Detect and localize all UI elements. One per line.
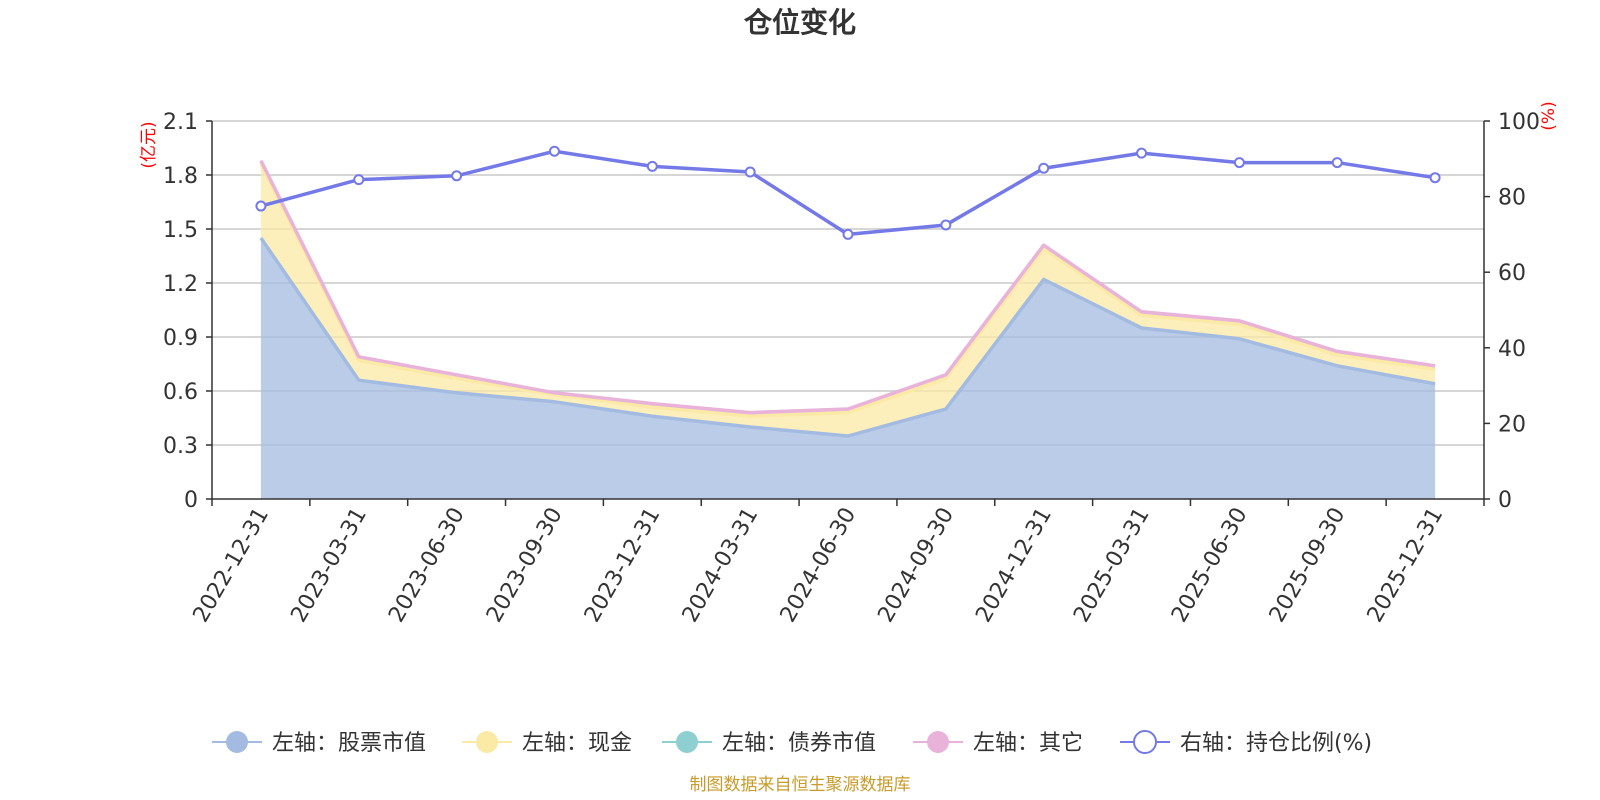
legend-marker — [226, 731, 248, 753]
x-tick-label: 2023-12-31 — [580, 504, 666, 627]
left-tick-label: 1.8 — [163, 164, 198, 189]
ratio-point — [451, 170, 463, 182]
x-tick-label: 2024-12-31 — [971, 504, 1057, 627]
x-tick-label: 2025-12-31 — [1363, 504, 1449, 627]
area-edge-左轴：其它 — [259, 159, 1436, 415]
stacked-areas — [259, 159, 1436, 499]
legend-item: 左轴：其它 — [913, 731, 1083, 756]
ratio-point — [842, 228, 854, 240]
right-tick-label: 20 — [1498, 412, 1526, 437]
x-tick-label: 2023-03-31 — [286, 504, 372, 627]
x-tick-label: 2024-06-30 — [776, 504, 862, 627]
area-edge-左轴：股票市值 — [259, 237, 1436, 438]
area-左轴：股票市值 — [260, 238, 1436, 499]
x-tick-label: 2023-06-30 — [384, 504, 470, 627]
legend: 左轴：股票市值 左轴：现金 左轴：债券市值 左轴：其它 右轴：持仓比例(%) — [212, 730, 1372, 756]
left-axis-unit: (亿元) — [139, 121, 159, 168]
x-tick-label: 2023-09-30 — [482, 504, 568, 627]
ratio-point — [744, 166, 756, 178]
data-source-note: 制图数据来自恒生聚源数据库 — [690, 775, 911, 795]
ratio-point — [1038, 162, 1050, 174]
x-tick-label: 2025-06-30 — [1167, 504, 1253, 627]
x-tick-label: 2022-12-31 — [189, 504, 275, 627]
left-tick-label: 0.9 — [163, 326, 198, 351]
right-tick-label: 80 — [1498, 186, 1526, 211]
left-tick-label: 0.3 — [163, 434, 198, 459]
area-edge-左轴：现金 — [259, 163, 1436, 418]
left-tick-label: 0.6 — [163, 380, 198, 405]
legend-marker — [927, 731, 949, 753]
x-tick-label: 2024-09-30 — [873, 504, 959, 627]
left-tick-label: 2.1 — [163, 110, 198, 135]
legend-marker — [476, 731, 498, 753]
left-tick-label: 0 — [184, 488, 198, 513]
legend-item: 左轴：债券市值 — [662, 731, 876, 756]
left-tick-label: 1.5 — [163, 218, 198, 243]
legend-label: 左轴：债券市值 — [722, 731, 876, 756]
ratio-point — [646, 160, 658, 172]
ratio-line — [260, 149, 1436, 237]
ratio-point — [548, 145, 560, 157]
legend-label: 左轴：股票市值 — [272, 731, 426, 756]
ratio-point — [353, 174, 365, 186]
ratio-point — [1429, 172, 1441, 184]
x-tick-label: 2025-09-30 — [1265, 504, 1351, 627]
chart-title: 仓位变化 — [744, 6, 856, 39]
ratio-point — [255, 200, 267, 212]
legend-label: 左轴：其它 — [973, 731, 1083, 756]
right-tick-label: 0 — [1498, 488, 1512, 513]
right-tick-label: 40 — [1498, 337, 1526, 362]
left-tick-label: 1.2 — [163, 272, 198, 297]
ratio-point — [1331, 157, 1343, 169]
ratio-point — [940, 219, 952, 231]
legend-marker — [676, 731, 698, 753]
legend-item: 左轴：股票市值 — [212, 731, 426, 756]
ratio-point — [1233, 157, 1245, 169]
legend-marker — [1133, 730, 1157, 754]
x-tick-label: 2024-03-31 — [678, 504, 764, 627]
legend-item: 左轴：现金 — [462, 731, 632, 756]
legend-label: 右轴：持仓比例(%) — [1180, 731, 1372, 756]
right-axis-unit: (%) — [1539, 101, 1559, 130]
x-tick-label: 2025-03-31 — [1069, 504, 1155, 627]
ratio-point — [1136, 147, 1148, 159]
legend-item: 右轴：持仓比例(%) — [1120, 730, 1372, 756]
right-tick-label: 60 — [1498, 261, 1526, 286]
legend-label: 左轴：现金 — [522, 731, 632, 756]
right-tick-label: 100 — [1498, 110, 1540, 135]
ratio-line-layer — [255, 145, 1441, 240]
